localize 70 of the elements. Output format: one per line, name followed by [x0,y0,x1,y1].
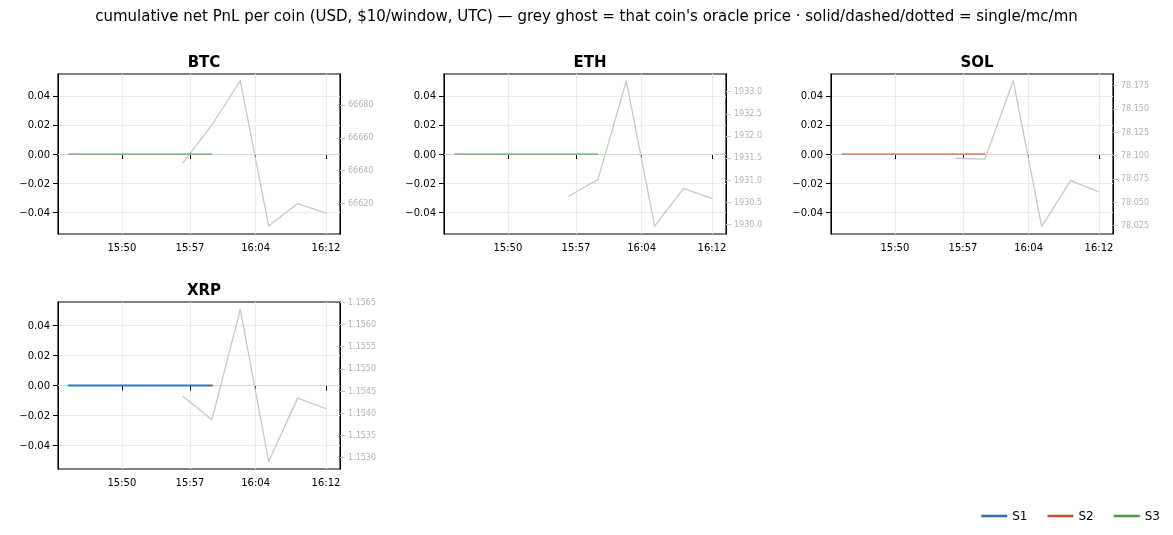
y-tick-label: 0.02 [27,119,50,131]
legend-label: S2 [1078,509,1094,523]
y-tick-label: −0.02 [405,177,436,189]
x-tick-label: 16:04 [241,241,271,253]
y-tick-label: 0.04 [27,319,50,331]
y2-tick-label: 78.050 [1121,197,1149,207]
x-tick-label: 16:12 [1084,241,1114,253]
y2-tick-label: 1931.5 [734,153,762,163]
y2-tick-label: 78.150 [1121,104,1149,114]
chart-title: ETH [573,52,607,71]
x-tick-label: 15:50 [493,241,523,253]
chart-title: SOL [960,52,994,71]
y2-tick-label: 1.1535 [348,430,376,440]
text: cumulative net PnL per coin (USD, $10/window, UTC) — grey ghost = that coin's oracle price · solid/dashed/dotted = single/mc/mn [94,7,1079,25]
x-tick-label: 15:50 [880,241,910,253]
y2-tick-label: 1.1530 [348,452,376,462]
y-tick-label: 0.02 [413,119,436,131]
y-tick-label: 0.00 [27,380,50,391]
y2-tick-label: 66620 [348,199,374,209]
legend-label: S1 [1012,509,1028,523]
y2-tick-label: 78.125 [1121,127,1149,137]
x-tick-label: 16:12 [697,241,727,253]
y2-tick-label: 1.1555 [348,342,376,352]
y-tick-label: 0.04 [27,90,50,102]
y2-tick-label: 66640 [348,166,374,176]
x-tick-label: 15:57 [561,241,591,253]
x-tick-label: 15:57 [175,476,205,488]
x-tick-label: 15:50 [107,476,137,488]
x-tick-label: 15:50 [107,241,137,253]
y2-tick-label: 78.075 [1121,174,1149,184]
y2-tick-label: 1932.5 [734,109,762,119]
x-tick-label: 16:12 [311,241,341,253]
y2-tick-label: 78.100 [1121,150,1149,160]
y-tick-label: −0.02 [19,177,50,189]
y-tick-label: 0.02 [27,349,50,361]
y2-tick-label: 1930.5 [734,197,762,207]
chart-title: XRP [186,280,222,299]
y2-tick-label: 1.1565 [348,297,376,307]
y-tick-label: 0.04 [800,90,823,102]
chart-title: BTC [187,52,221,71]
y2-tick-label: 1.1540 [348,408,376,418]
y-tick-label: −0.04 [19,440,50,452]
y-tick-label: 0.04 [413,90,436,102]
y2-tick-label: 1931.0 [734,175,762,185]
y-tick-label: −0.04 [792,206,823,218]
y2-tick-label: 78.175 [1121,80,1149,90]
y-tick-label: 0.02 [800,119,823,131]
y2-tick-label: 1932.0 [734,131,762,141]
y2-tick-label: 1.1550 [348,364,376,374]
y2-tick-label: 1.1545 [348,386,376,396]
y2-tick-label: 78.025 [1121,220,1149,230]
x-tick-label: 16:04 [241,476,271,488]
x-tick-label: 15:57 [948,241,978,253]
x-tick-label: 16:04 [627,241,657,253]
y2-tick-label: 1930.0 [734,219,762,229]
y2-tick-label: 66660 [348,133,374,143]
y2-tick-label: 66680 [348,100,374,110]
y-tick-label: 0.00 [413,148,436,160]
text: S3 [1144,509,1161,523]
y-tick-label: −0.04 [405,206,436,218]
x-tick-label: 16:04 [1014,241,1044,253]
y-tick-label: −0.02 [19,410,50,422]
y2-tick-label: 1.1560 [348,320,376,330]
x-tick-label: 15:57 [175,241,205,253]
y-tick-label: 0.00 [800,148,823,160]
y2-tick-label: 1933.0 [734,87,762,97]
y-tick-label: 0.00 [27,148,50,160]
x-tick-label: 16:12 [311,476,341,488]
y-tick-label: −0.04 [19,206,50,218]
y-tick-label: −0.02 [792,177,823,189]
